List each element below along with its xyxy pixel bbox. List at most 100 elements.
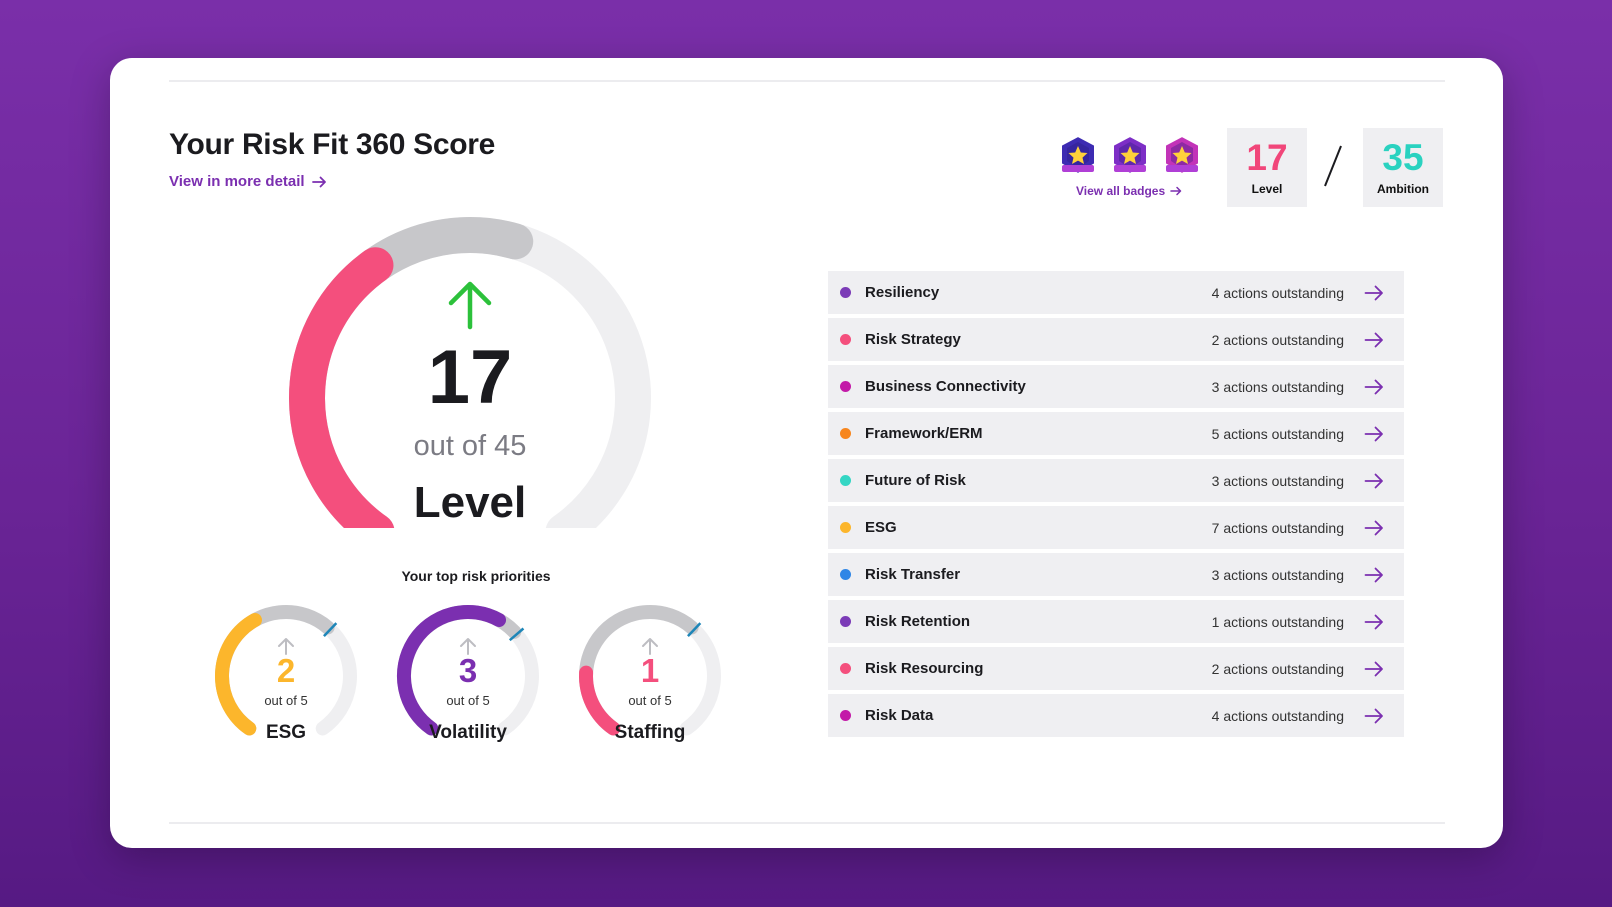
actions-count: 3 actions outstanding [1211, 566, 1344, 583]
actions-count: 2 actions outstanding [1211, 331, 1344, 348]
ambition-value: 35 [1382, 136, 1424, 178]
shield-star-badge-icon[interactable] [1160, 134, 1204, 178]
trend-up-arrow-icon [460, 638, 476, 655]
status-dot [840, 569, 851, 580]
priority-score: 3 [458, 652, 478, 689]
target-tick [323, 622, 338, 638]
risk-area-name: Risk Transfer [865, 566, 961, 583]
level-stat: 17 Level [1227, 128, 1307, 207]
level-value: 17 [1246, 136, 1288, 178]
status-dot [840, 522, 851, 533]
risk-area-row[interactable]: Business Connectivity 3 actions outstandi… [828, 365, 1404, 408]
status-dot [840, 428, 851, 439]
view-all-badges-link[interactable]: View all badges [1076, 184, 1182, 198]
arrow-right-icon[interactable] [1364, 426, 1384, 442]
arrow-right-icon [311, 176, 326, 187]
trend-up-arrow-icon [642, 638, 658, 655]
shield-star-badge-icon[interactable] [1108, 134, 1152, 178]
actions-count: 5 actions outstanding [1211, 425, 1344, 442]
risk-area-row[interactable]: Risk Data 4 actions outstanding [828, 694, 1404, 737]
arrow-right-icon [1170, 186, 1182, 196]
view-all-badges-label: View all badges [1076, 184, 1166, 198]
status-dot [840, 475, 851, 486]
priority-label: ESG [265, 722, 307, 743]
actions-count: 2 actions outstanding [1211, 660, 1344, 677]
risk-area-name: Risk Retention [865, 613, 971, 630]
priority-score: 2 [276, 652, 296, 689]
target-tick [508, 627, 525, 642]
arrow-right-icon[interactable] [1364, 614, 1384, 630]
level-gauge-label: Level [413, 478, 527, 527]
priority-gauge-volatility: 3 out of 5 Volatility [388, 596, 548, 756]
top-divider [169, 80, 1445, 82]
risk-area-name: Business Connectivity [865, 378, 1026, 395]
ambition-label: Ambition [1377, 181, 1429, 196]
arrow-right-icon[interactable] [1364, 567, 1384, 583]
gauge-value-arc [215, 613, 262, 736]
arrow-right-icon[interactable] [1364, 661, 1384, 677]
risk-area-row[interactable]: Risk Transfer 3 actions outstanding [828, 553, 1404, 596]
status-dot [840, 710, 851, 721]
trend-up-arrow-icon [278, 638, 294, 655]
risk-area-name: Risk Data [865, 707, 934, 724]
actions-count: 7 actions outstanding [1211, 519, 1344, 536]
score-card: Your Risk Fit 360 Score View in more det… [110, 58, 1503, 848]
priority-out-of: out of 5 [446, 693, 490, 708]
view-detail-label: View in more detail [169, 173, 305, 190]
trend-up-arrow-icon [448, 281, 492, 330]
badges-row [1056, 134, 1204, 178]
view-detail-link[interactable]: View in more detail [169, 173, 327, 190]
priority-gauge-ring [215, 605, 357, 736]
actions-count: 1 actions outstanding [1211, 613, 1344, 630]
arrow-right-icon[interactable] [1364, 285, 1384, 301]
priority-score: 1 [640, 652, 660, 689]
risk-area-row[interactable]: Risk Strategy 2 actions outstanding [828, 318, 1404, 361]
risk-area-row[interactable]: ESG 7 actions outstanding [828, 506, 1404, 549]
arrow-right-icon[interactable] [1364, 708, 1384, 724]
arrow-right-icon[interactable] [1364, 473, 1384, 489]
bottom-divider [169, 822, 1445, 824]
risk-area-name: ESG [865, 519, 897, 536]
risk-area-name: Future of Risk [865, 472, 966, 489]
slash-separator [1324, 145, 1342, 187]
priority-out-of: out of 5 [264, 693, 308, 708]
status-dot [840, 381, 851, 392]
priority-gauge-staffing: 1 out of 5 Staffing [570, 596, 730, 756]
level-score: 17 [427, 335, 513, 420]
actions-count: 4 actions outstanding [1211, 707, 1344, 724]
risk-area-row[interactable]: Resiliency 4 actions outstanding [828, 271, 1404, 314]
status-dot [840, 334, 851, 345]
shield-star-badge-icon[interactable] [1056, 134, 1100, 178]
risk-area-row[interactable]: Risk Resourcing 2 actions outstanding [828, 647, 1404, 690]
priority-out-of: out of 5 [628, 693, 672, 708]
risk-area-list: Resiliency 4 actions outstanding Risk Str… [828, 271, 1404, 741]
actions-count: 4 actions outstanding [1211, 284, 1344, 301]
gauge-value-arc [397, 604, 507, 736]
priority-gauge-ring [397, 604, 539, 736]
level-out-of: out of 45 [413, 430, 527, 462]
risk-area-row[interactable]: Framework/ERM 5 actions outstanding [828, 412, 1404, 455]
priority-label: Volatility [429, 722, 507, 743]
risk-area-name: Framework/ERM [865, 425, 983, 442]
target-tick [687, 622, 702, 638]
page-title: Your Risk Fit 360 Score [169, 128, 496, 161]
arrow-right-icon[interactable] [1364, 332, 1384, 348]
risk-area-name: Risk Resourcing [865, 660, 984, 677]
arrow-right-icon[interactable] [1364, 379, 1384, 395]
level-label: Level [1251, 181, 1283, 196]
level-gauge [289, 217, 651, 528]
risk-area-name: Risk Strategy [865, 331, 961, 348]
risk-area-row[interactable]: Future of Risk 3 actions outstanding [828, 459, 1404, 502]
actions-count: 3 actions outstanding [1211, 378, 1344, 395]
risk-area-row[interactable]: Risk Retention 1 actions outstanding [828, 600, 1404, 643]
priority-gauge-esg: 2 out of 5 ESG [206, 596, 366, 756]
gauge-value-arc [289, 247, 395, 528]
status-dot [840, 287, 851, 298]
ambition-stat: 35 Ambition [1363, 128, 1443, 207]
arrow-right-icon[interactable] [1364, 520, 1384, 536]
priorities-title: Your top risk priorities [401, 568, 551, 584]
priority-label: Staffing [614, 722, 686, 743]
risk-area-name: Resiliency [865, 284, 940, 301]
status-dot [840, 663, 851, 674]
actions-count: 3 actions outstanding [1211, 472, 1344, 489]
